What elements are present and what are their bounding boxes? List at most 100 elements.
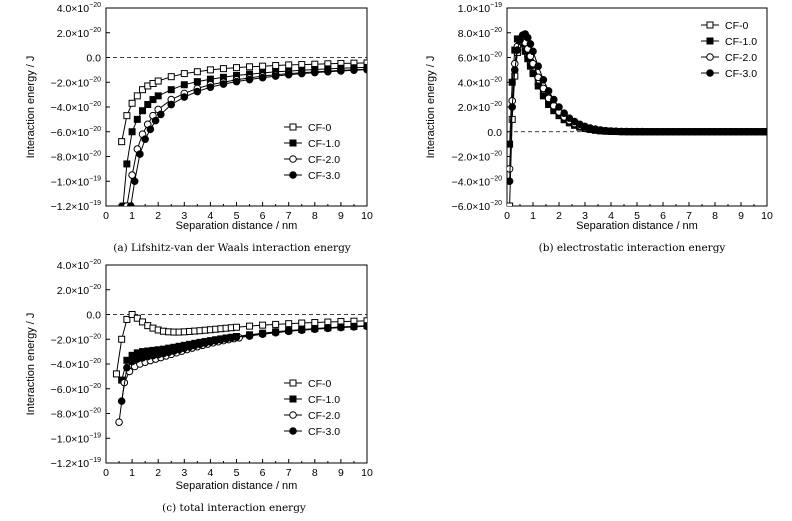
- data-point: [139, 107, 147, 115]
- y-tick-label: 6.0×10−20: [458, 52, 502, 65]
- data-point: [550, 95, 558, 104]
- legend-marker: [289, 123, 297, 131]
- chart-a: 0 1 2 3 4 5 6 7 8 9 104.0×10−20 2.0×10−20 0.0−2.0×…: [25, 2, 373, 254]
- data-point: [144, 101, 152, 109]
- x-tick-label: 7: [286, 210, 292, 222]
- data-point: [565, 114, 574, 122]
- chart-c: 0 1 2 3 4 5 6 7 8 9 104.0×10−20 2.0×10−20 0.0−2.0×…: [25, 259, 373, 514]
- y-tick-label: −1.2×10−19: [51, 457, 102, 470]
- y-tick-label: 1.0×10−19: [458, 2, 502, 15]
- data-point: [285, 320, 293, 328]
- x-tick-label: 0: [103, 210, 109, 222]
- legend-label: CF-0: [308, 122, 331, 134]
- y-tick-exponent: −20: [89, 259, 101, 266]
- data-point: [119, 202, 127, 206]
- data-point: [149, 96, 157, 104]
- chart-caption: (b) electrostatic interaction energy: [539, 242, 726, 254]
- y-tick-exponent: −19: [89, 175, 101, 182]
- data-point: [763, 127, 767, 136]
- y-tick-label: −4.0×10−20: [452, 175, 503, 188]
- y-tick-exponent: −19: [490, 2, 502, 9]
- data-point: [128, 311, 136, 318]
- data-point: [233, 64, 240, 72]
- data-point: [167, 73, 175, 81]
- data-point: [311, 324, 319, 333]
- y-tick-mantissa: 0.0: [86, 53, 101, 65]
- y-axis-label: Interaction energy / J: [25, 313, 37, 416]
- y-tick-mantissa: −4.0×10: [452, 176, 491, 188]
- x-axis-label: Separation distance / nm: [576, 220, 698, 232]
- y-tick-exponent: −20: [490, 76, 502, 83]
- y-tick-exponent: −19: [89, 457, 101, 464]
- legend-marker: [706, 53, 714, 61]
- x-tick-label: 4: [207, 210, 213, 222]
- x-tick-label: 2: [155, 210, 161, 222]
- x-tick-label: 1: [129, 210, 135, 222]
- data-point: [206, 66, 214, 74]
- y-tick-mantissa: 1.0×10: [458, 3, 491, 15]
- data-point: [271, 328, 280, 336]
- y-tick-mantissa: −4.0×10: [51, 359, 90, 371]
- data-point: [259, 321, 267, 329]
- data-point: [133, 115, 141, 123]
- data-point: [363, 317, 367, 325]
- data-point: [206, 83, 215, 91]
- data-point: [363, 59, 367, 67]
- y-tick-mantissa: −6.0×10: [452, 201, 491, 213]
- data-point: [123, 315, 131, 323]
- y-tick-label: 2.0×10−20: [57, 27, 101, 40]
- data-point: [297, 69, 306, 78]
- data-point: [511, 59, 519, 68]
- data-point: [529, 47, 537, 56]
- data-point: [128, 128, 136, 136]
- data-point: [146, 125, 155, 134]
- data-point: [130, 177, 139, 186]
- data-point: [232, 77, 241, 86]
- y-tick-mantissa: 2.0×10: [57, 285, 90, 297]
- legend: CF-0 CF-1.0 CF-2.0 CF-3.0: [284, 378, 340, 438]
- y-tick-mantissa: −2.0×10: [452, 152, 491, 164]
- data-point: [311, 68, 319, 77]
- data-point: [544, 87, 553, 95]
- data-point: [258, 329, 267, 338]
- legend-marker: [289, 171, 297, 179]
- data-point: [534, 62, 543, 70]
- series-cf-0: [112, 311, 367, 378]
- data-point: [193, 87, 202, 96]
- y-tick-exponent: −20: [89, 27, 101, 34]
- y-tick-label: −1.2×10−19: [51, 200, 102, 213]
- data-point: [141, 135, 149, 143]
- series-line: [118, 325, 367, 423]
- y-tick-exponent: −20: [490, 27, 502, 34]
- data-point: [157, 110, 165, 119]
- data-point: [246, 322, 254, 330]
- data-point: [324, 67, 332, 76]
- y-tick-label: −6.0×10−20: [51, 126, 102, 139]
- legend-label: CF-2.0: [308, 154, 340, 166]
- data-point: [508, 103, 517, 111]
- data-point: [180, 70, 188, 78]
- data-point: [526, 40, 535, 48]
- x-tick-label: 8: [312, 467, 318, 479]
- y-tick-mantissa: 8.0×10: [458, 28, 491, 40]
- legend-label: CF-3.0: [725, 68, 757, 80]
- x-tick-label: 4: [207, 467, 213, 479]
- data-point: [126, 202, 135, 206]
- data-point: [193, 78, 201, 86]
- data-point: [284, 327, 293, 335]
- y-tick-label: −4.0×10−20: [51, 358, 102, 371]
- y-tick-mantissa: 0.0: [86, 310, 101, 322]
- y-tick-label: 8.0×10−20: [458, 27, 502, 40]
- data-point: [245, 331, 254, 340]
- legend-label: CF-2.0: [725, 52, 757, 64]
- x-tick-label: 9: [338, 210, 344, 222]
- data-point: [115, 418, 123, 426]
- y-tick-label: −2.0×10−20: [51, 333, 102, 346]
- data-point: [259, 62, 267, 70]
- data-point: [180, 93, 189, 101]
- y-axis-label: Interaction energy / J: [425, 56, 437, 159]
- data-point: [117, 397, 126, 405]
- x-tick-label: 3: [181, 467, 187, 479]
- plot-area: [118, 59, 367, 206]
